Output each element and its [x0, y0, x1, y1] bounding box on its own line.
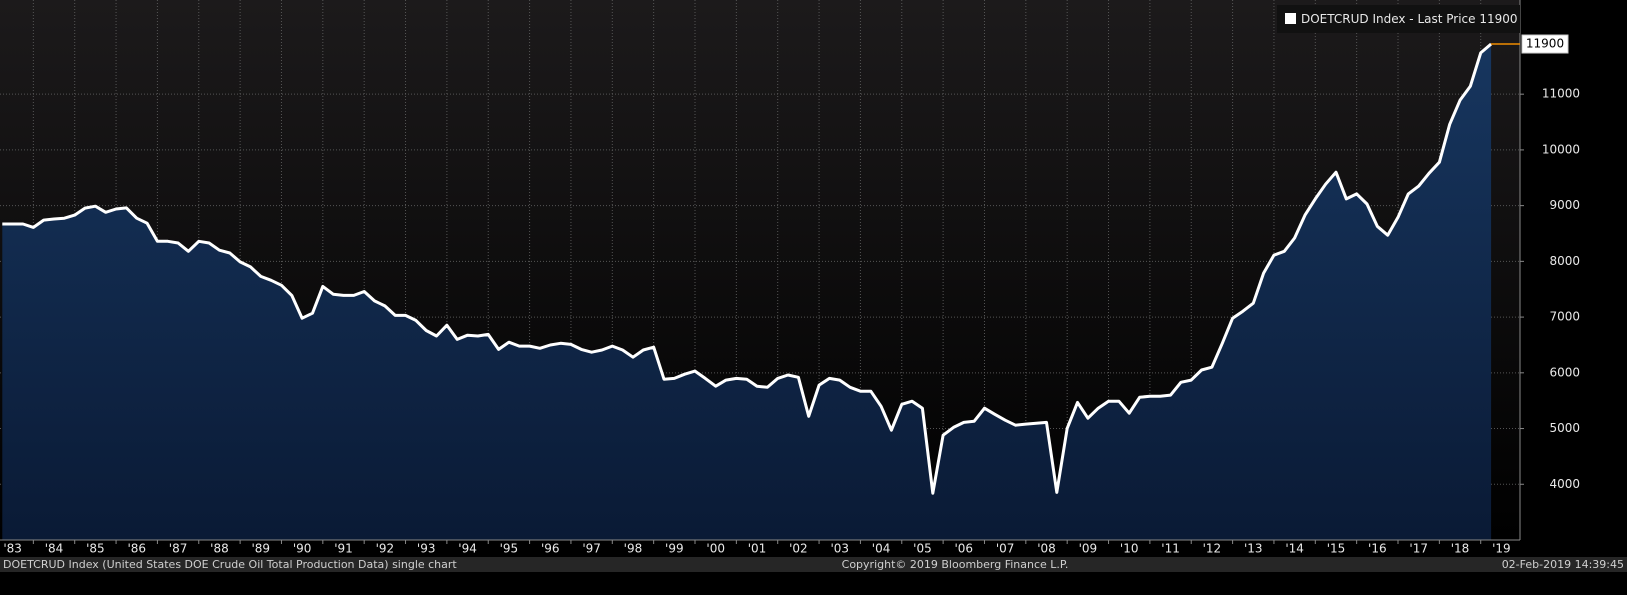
legend-name: DOETCRUD Index - Last Price	[1301, 12, 1476, 26]
x-tick-label: '94	[458, 542, 477, 556]
last-price-label: 11900	[1526, 37, 1564, 51]
y-tick-label: 7000	[1549, 310, 1580, 324]
x-tick-label: '12	[1203, 542, 1222, 556]
x-tick-label: '01	[748, 542, 767, 556]
legend-swatch	[1285, 13, 1296, 24]
x-tick-label: '95	[500, 542, 519, 556]
y-tick-label: 10000	[1542, 142, 1580, 156]
x-tick-label: '96	[541, 542, 560, 556]
x-tick-label: '06	[955, 542, 974, 556]
x-tick-label: '97	[582, 542, 601, 556]
y-tick-label: 11000	[1542, 87, 1580, 101]
x-tick-label: '09	[1079, 542, 1098, 556]
x-tick-label: '03	[830, 542, 849, 556]
plot	[0, 0, 1520, 540]
x-tick-label: '19	[1492, 542, 1511, 556]
y-tick-label: 6000	[1549, 365, 1580, 379]
y-tick-label: 8000	[1549, 254, 1580, 268]
x-tick-label: '02	[789, 542, 808, 556]
x-tick-label: '99	[665, 542, 684, 556]
x-tick-label: '86	[127, 542, 146, 556]
x-tick-label: '93	[417, 542, 436, 556]
legend: DOETCRUD Index - Last Price 11900	[1277, 5, 1520, 33]
y-tick-label: 4000	[1549, 477, 1580, 491]
x-tick-label: '04	[872, 542, 891, 556]
x-tick-label: '11	[1161, 542, 1180, 556]
footer-bar	[0, 557, 1627, 572]
y-tick-label: 5000	[1549, 421, 1580, 435]
x-tick-label: '90	[293, 542, 312, 556]
x-tick-label: '17	[1409, 542, 1428, 556]
x-tick-label: '98	[624, 542, 643, 556]
x-tick-label: '15	[1327, 542, 1346, 556]
footer-center: Copyright© 2019 Bloomberg Finance L.P.	[842, 558, 1069, 571]
x-tick-label: '91	[334, 542, 353, 556]
y-tick-label: 9000	[1549, 198, 1580, 212]
x-tick-label: '08	[1037, 542, 1056, 556]
x-tick-label: '85	[86, 542, 105, 556]
area	[2, 44, 1492, 540]
x-tick-label: '05	[913, 542, 932, 556]
x-tick-label: '89	[252, 542, 271, 556]
x-tick-label: '14	[1285, 542, 1304, 556]
legend-last-value: 11900	[1479, 12, 1517, 26]
footer-right: 02-Feb-2019 14:39:45	[1502, 558, 1624, 571]
x-tick-label: '83	[3, 542, 22, 556]
legend-box	[1277, 5, 1520, 33]
footer-left: DOETCRUD Index (United States DOE Crude …	[3, 558, 457, 571]
x-tick-label: '13	[1244, 542, 1263, 556]
x-tick-label: '88	[210, 542, 229, 556]
legend-label: DOETCRUD Index - Last Price 11900	[1301, 12, 1518, 26]
x-tick-label: '10	[1120, 542, 1139, 556]
line	[2, 42, 1493, 495]
x-tick-label: '00	[706, 542, 725, 556]
x-tick-label: '16	[1368, 542, 1387, 556]
x-tick-label: '07	[996, 542, 1015, 556]
x-tick-label: '84	[45, 542, 64, 556]
x-tick-label: '87	[169, 542, 188, 556]
x-tick-label: '92	[376, 542, 395, 556]
x-tick-label: '18	[1451, 542, 1470, 556]
last-price-box	[1521, 34, 1569, 54]
